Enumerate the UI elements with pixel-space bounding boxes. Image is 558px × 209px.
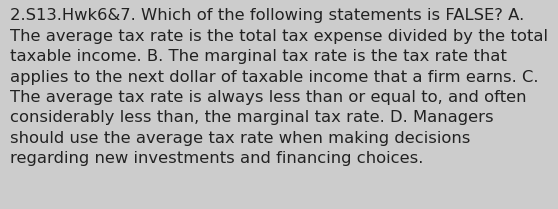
Text: 2.S13.Hwk6&7. Which of the following statements is FALSE? A.
The average tax rat: 2.S13.Hwk6&7. Which of the following sta… [10,8,548,166]
